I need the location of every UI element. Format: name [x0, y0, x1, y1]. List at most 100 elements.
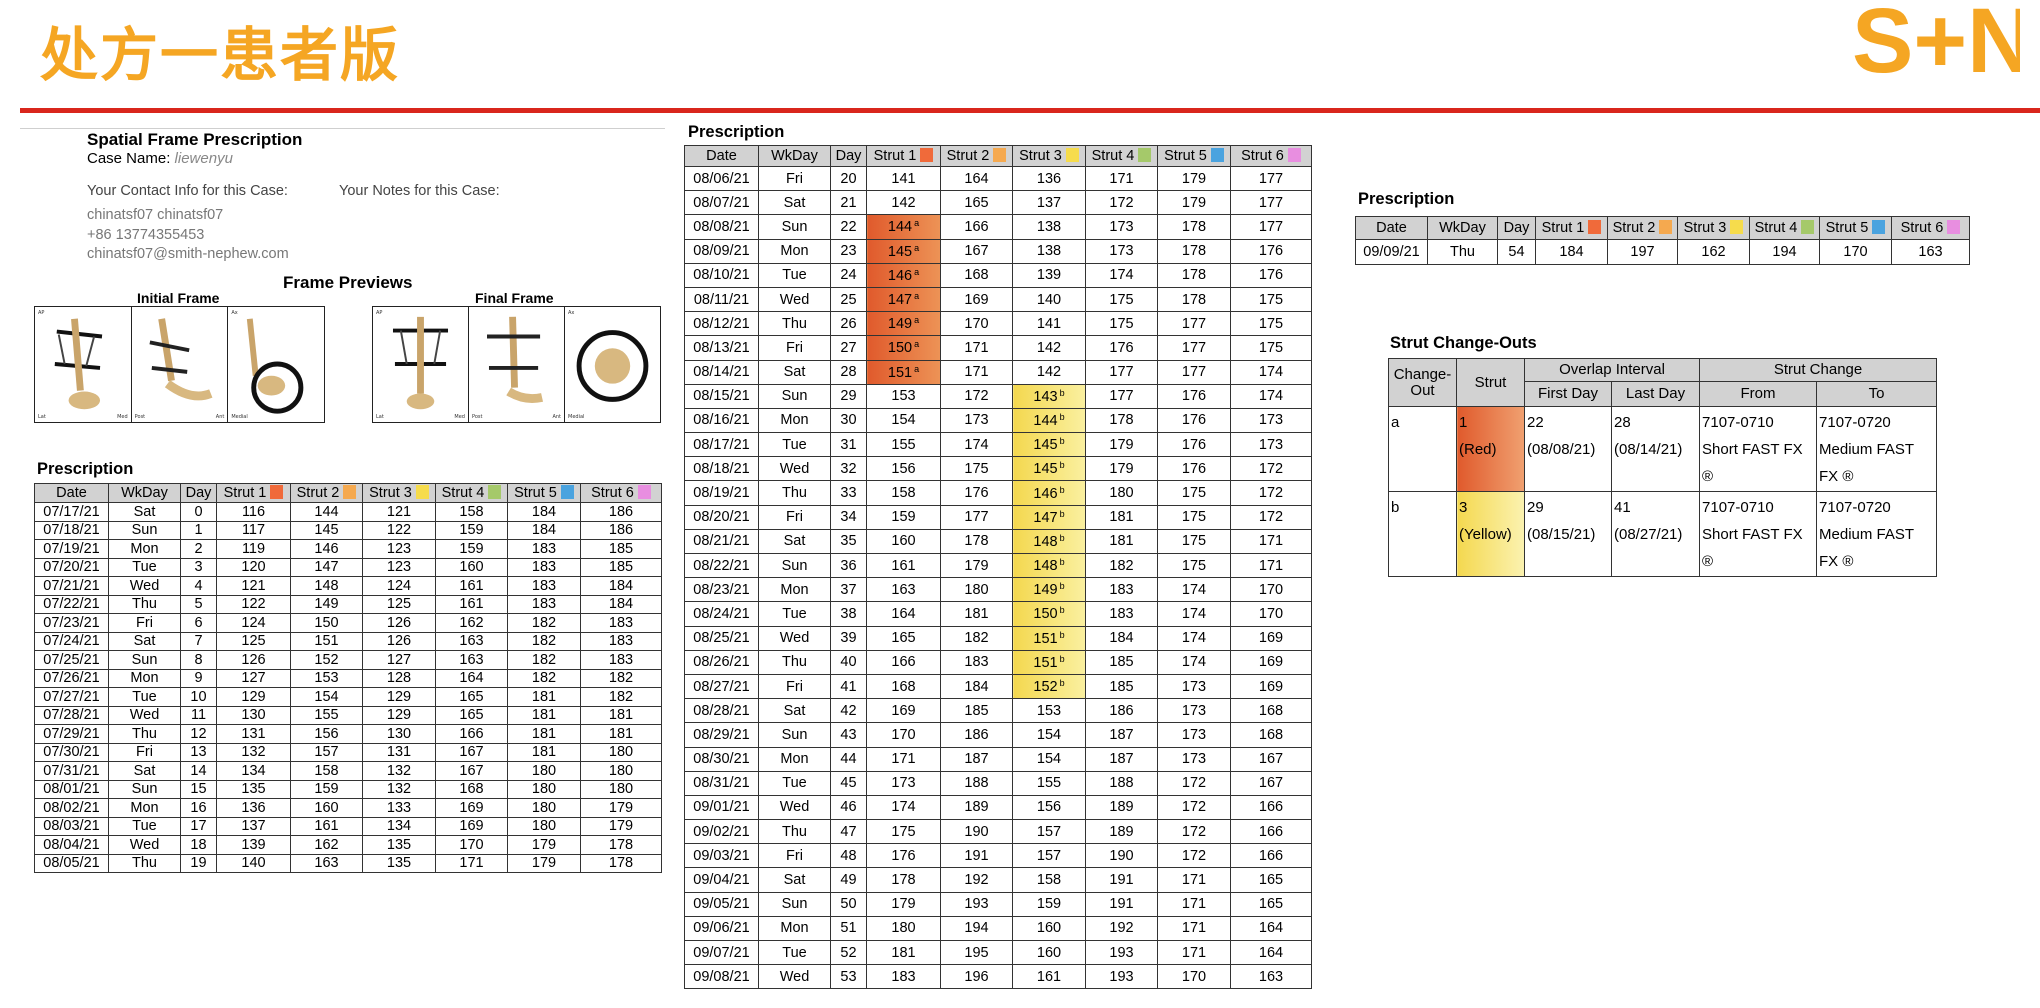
table-row: 08/09/21 Mon 23 145 a 167 138 173 178 176 [684, 238, 1312, 264]
table-cell: 178 [1157, 238, 1231, 264]
cell-value: 169 [1258, 630, 1284, 647]
cell-value: 180 [531, 818, 557, 835]
cell-value: 147 [314, 559, 339, 576]
cell-value: 189 [964, 799, 989, 816]
table-cell: 160 [1012, 915, 1086, 942]
cell-value: 185 [1109, 654, 1134, 671]
col-header-label: Strut 6 [1900, 220, 1944, 236]
cell-value: 193 [1109, 944, 1134, 961]
table-cell: 08/18/21 [684, 456, 759, 482]
cell-value: 174 [1109, 267, 1134, 284]
cell-value: 184 [1559, 244, 1584, 260]
table-cell: 08/14/21 [684, 359, 759, 385]
col-header-strut-2: Strut 2 [290, 483, 363, 503]
table-cell: 123 [362, 557, 436, 577]
cell-value: 147 [1033, 509, 1058, 526]
cell-value: 172 [1258, 509, 1284, 526]
cell-value: 162 [1701, 244, 1726, 260]
strut-2-color-swatch [1659, 220, 1673, 234]
table-cell: 16 [180, 798, 217, 818]
change-out-marker: b [1059, 629, 1065, 640]
cell-value: Sat [783, 702, 806, 719]
cell-value: 07/30/21 [43, 744, 100, 761]
table-row: 08/30/21 Mon 44 171 187 154 187 173 167 [684, 746, 1312, 772]
cell-value: 07/22/21 [43, 596, 100, 613]
table-cell: 163 [1230, 964, 1312, 990]
table-cell: 179 [580, 816, 662, 836]
table-cell: 08/30/21 [684, 746, 759, 772]
table-cell: 190 [1085, 843, 1158, 869]
initial-frame-previews: AP Lat Med Post Ant Ax Medial [34, 306, 325, 423]
table-cell: 126 [216, 650, 291, 670]
strut-6-color-swatch [1947, 220, 1961, 234]
table-cell: 137 [1012, 190, 1086, 216]
cell-value: 138 [1036, 243, 1062, 260]
cell-value: 168 [1258, 702, 1284, 719]
cell-value: Sat [133, 762, 156, 779]
table-cell: 171 [435, 853, 508, 873]
col-header-strut-1: Strut 1 [216, 483, 291, 503]
table-cell: 183 [940, 649, 1013, 675]
cell-value: Tue [132, 818, 157, 835]
cell-value: 174 [1181, 581, 1207, 598]
table-cell: 163 [435, 631, 508, 651]
cell-value: 182 [608, 670, 634, 687]
table-cell: 08/03/21 [34, 816, 109, 836]
table-cell: 07/28/21 [34, 705, 109, 725]
table-cell: 169 [435, 816, 508, 836]
table-cell: 182 [580, 687, 662, 707]
col-header-wkday: WkDay [108, 483, 181, 503]
cell-value: 180 [531, 799, 557, 816]
strut-1-color-swatch [920, 148, 934, 162]
table-cell: 175 [1085, 311, 1158, 337]
cell-value: 190 [964, 823, 989, 840]
table-cell: Thu [758, 819, 831, 845]
table-cell: 116 [216, 502, 291, 522]
cell-value: 25 [840, 291, 857, 308]
table-cell: 08/12/21 [684, 311, 759, 337]
table-cell: 165 [435, 705, 508, 725]
cell-value: 185 [964, 702, 989, 719]
cell-value: 15 [190, 781, 207, 798]
col-header-strut-3: Strut 3 [362, 483, 436, 503]
table-cell: 141 [1012, 311, 1086, 337]
table-cell: 160 [435, 557, 508, 577]
table-cell: 152 [290, 650, 363, 670]
table-cell: 36 [830, 552, 867, 579]
change-out-marker: b [1059, 653, 1065, 664]
from-desc: Short FAST FX ® [1702, 526, 1803, 570]
strut-number: 1 [1459, 414, 1468, 431]
cell-value: 07/28/21 [43, 707, 100, 724]
table-cell: 15 [180, 779, 217, 799]
table-row: 08/03/21 Tue 17 137 161 134 169 180 179 [34, 816, 662, 836]
col-strut-change: Strut Change [1699, 358, 1938, 382]
cell-value: 08/22/21 [693, 557, 750, 574]
cell-value: 181 [1109, 509, 1134, 526]
cell-value: 172 [1181, 799, 1207, 816]
table-cell: 146 b [1012, 480, 1086, 506]
table-cell: 161 [1012, 964, 1086, 990]
prescription-left-title: Prescription [37, 460, 134, 478]
table-cell: Thu [1427, 239, 1498, 265]
table-row: 08/19/21 Thu 33 158 176 146 b 180 175 172 [684, 480, 1312, 506]
table-cell: 47 [830, 819, 867, 845]
cell-value: 177 [1181, 315, 1207, 332]
table-cell: 155 [1012, 770, 1086, 796]
col-header-day: Day [1497, 216, 1536, 240]
cell-value: 146 [1033, 485, 1058, 502]
cell-value: 177 [1258, 170, 1284, 187]
table-cell: 156 [1012, 794, 1086, 821]
table-row: 08/17/21 Tue 31 155 174 145 b 179 176 173 [684, 432, 1312, 458]
table-cell: 07/17/21 [34, 502, 109, 522]
table-cell: Sat [108, 502, 181, 522]
col-header-label: Strut 2 [1612, 220, 1656, 236]
col-header-strut-3: Strut 3 [1012, 145, 1086, 167]
table-cell: 146 a [866, 262, 941, 288]
col-first-day: First Day [1524, 381, 1612, 407]
cell-value: 166 [891, 654, 916, 671]
cell-value: 08/24/21 [693, 605, 750, 622]
cell-value: 09/09/21 [1363, 244, 1420, 260]
table-row: 08/04/21 Wed 18 139 162 135 170 179 178 [34, 835, 662, 855]
cell-value: 181 [608, 707, 634, 724]
cell-value: 171 [1109, 170, 1134, 187]
